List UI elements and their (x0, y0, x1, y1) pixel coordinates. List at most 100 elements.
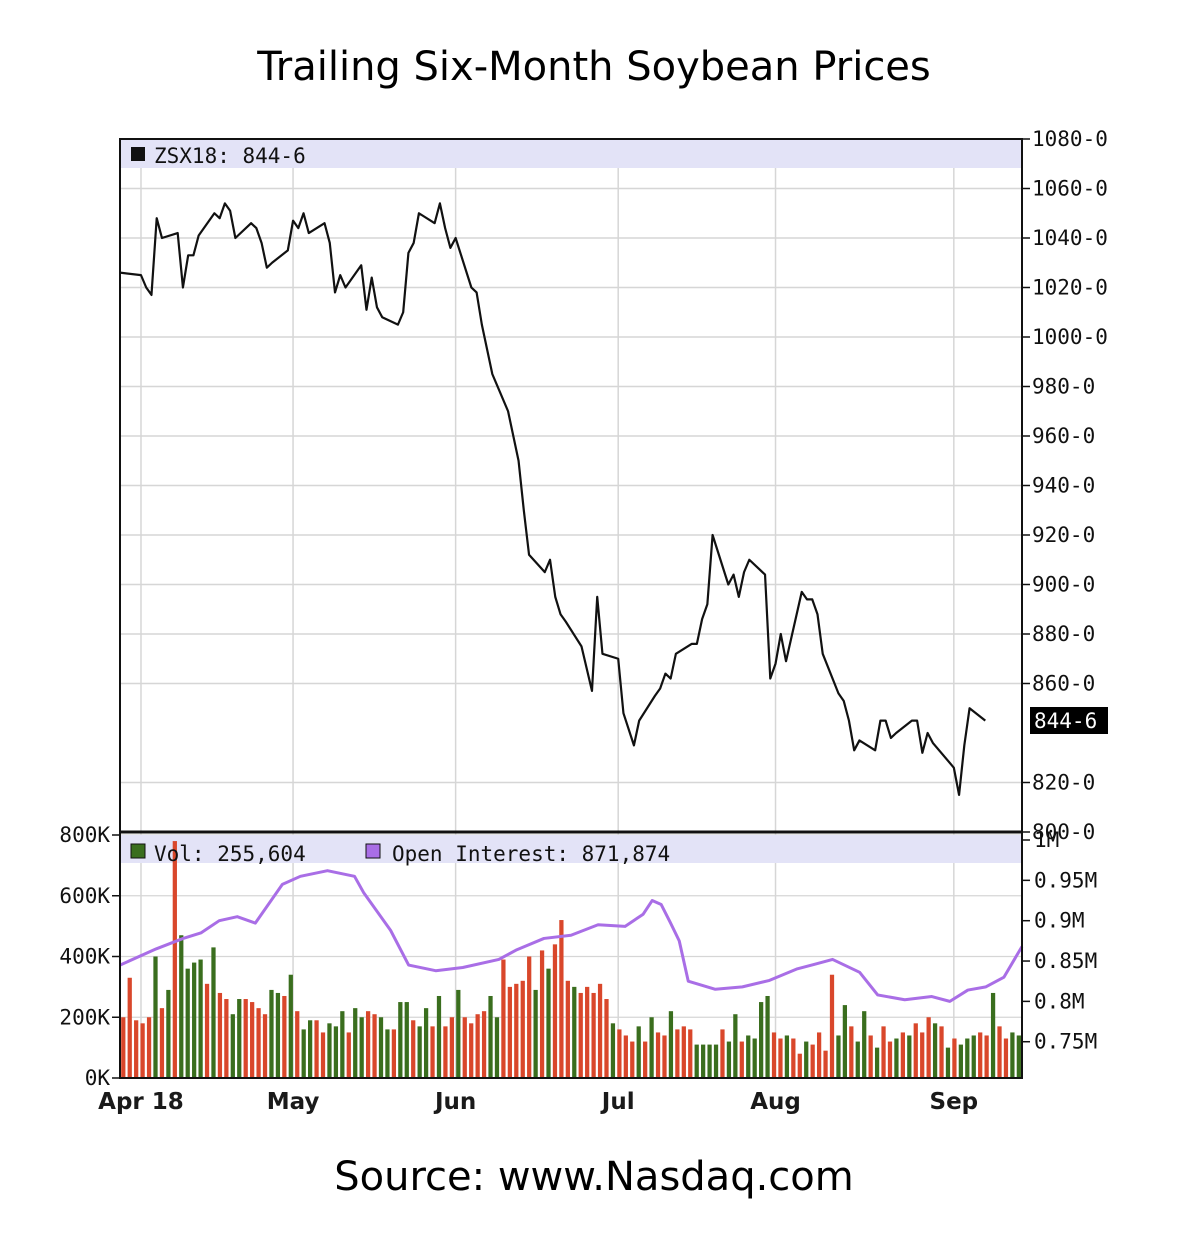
volume-bar (874, 1047, 880, 1078)
plot-frames (119, 138, 1023, 1079)
volume-bar (346, 1032, 351, 1078)
volume-bar (192, 962, 197, 1078)
volume-bar (887, 1041, 893, 1078)
volume-bar (713, 1044, 719, 1078)
volume-bar (1016, 1035, 1021, 1078)
date-tick-label: Jul (600, 1089, 635, 1115)
volume-bar (694, 1044, 699, 1078)
volume-bar (681, 1026, 686, 1078)
volume-bar (849, 1026, 854, 1078)
volume-bar (649, 1017, 654, 1078)
chart-title: Trailing Six-Month Soybean Prices (257, 44, 931, 90)
volume-bar (862, 1011, 867, 1078)
price-tick-label: 1000-0 (1032, 325, 1108, 349)
volume-bar (423, 1008, 429, 1078)
open-interest-legend-swatch (365, 843, 381, 859)
price-legend: ZSX18: 844-6 (131, 144, 306, 168)
volume-bar (198, 959, 203, 1078)
volume-bar (952, 1038, 957, 1078)
volume-bar (585, 986, 590, 1078)
price-legend-band (120, 139, 1022, 168)
volume-bar (217, 992, 223, 1078)
volume-bar (900, 1032, 905, 1078)
volume-bar (701, 1044, 706, 1078)
price-tick-label: 980-0 (1032, 375, 1095, 399)
volume-bar (385, 1029, 390, 1078)
price-tick-label: 1060-0 (1032, 177, 1108, 201)
volume-bar (881, 1026, 886, 1078)
price-tick-label: 820-0 (1032, 771, 1095, 795)
volume-bar (398, 1002, 403, 1078)
volume-bar (746, 1035, 751, 1078)
volume-bar (146, 1017, 152, 1078)
price-tick-label: 800-0 (1032, 820, 1095, 844)
volume-bar (475, 1014, 480, 1078)
volume-bar (784, 1035, 790, 1078)
volume-bar (417, 1026, 422, 1078)
price-legend-label: ZSX18: 844-6 (154, 144, 306, 168)
volume-bar (539, 950, 545, 1078)
volume-bar (1003, 1038, 1009, 1078)
volume-bar (984, 1035, 989, 1078)
volume-bar (965, 1038, 970, 1078)
volume-bar (449, 1017, 454, 1078)
chart-outer-background (22, 112, 1152, 1146)
volume-bar (172, 841, 177, 1078)
volume-bar (797, 1053, 802, 1078)
volume-bar (507, 986, 512, 1078)
volume-bar (224, 999, 229, 1078)
volume-bar (559, 920, 564, 1078)
volume-bar (765, 995, 770, 1078)
volume-bar (295, 1011, 300, 1078)
volume-bar (778, 1038, 783, 1078)
volume-bar (462, 1017, 467, 1078)
volume-bar (597, 983, 603, 1078)
volume-bar (990, 992, 996, 1078)
volume-bar (668, 1011, 674, 1078)
current-price-badge: 844-6 (1030, 707, 1108, 734)
volume-bar (630, 1041, 635, 1078)
volume-axis-ticks: 0K 200K 400K 600K 800K (59, 823, 120, 1090)
volume-bar (546, 968, 551, 1078)
volume-bar (855, 1041, 860, 1078)
volume-bars (121, 841, 1021, 1078)
source-caption: Source: www.Nasdaq.com (334, 1154, 854, 1200)
open-interest-series (119, 869, 1024, 1003)
volume-bar (617, 1029, 622, 1078)
price-axis-ticks: 800-0 820-0 860-0 880-0 900-0 920-0 940-0 960-0… (1022, 127, 1108, 844)
volume-bar (894, 1038, 899, 1078)
volume-bar (739, 1041, 744, 1078)
volume-bar (662, 1035, 667, 1078)
volume-bar (804, 1041, 809, 1078)
volume-bar (726, 1041, 732, 1078)
volume-bar (688, 1029, 693, 1078)
volume-bar (140, 1023, 145, 1078)
volume-bar (159, 1008, 165, 1078)
volume-bar (971, 1035, 976, 1078)
price-tick-label: 1040-0 (1032, 226, 1108, 250)
price-tick-label: 860-0 (1032, 672, 1095, 696)
volume-legend-band (120, 835, 1022, 863)
volume-bar (340, 1011, 345, 1078)
volume-bar (926, 1017, 931, 1078)
volume-bar (211, 947, 216, 1078)
volume-bar (411, 1020, 416, 1078)
volume-bar (552, 944, 558, 1078)
volume-bar (636, 1026, 641, 1078)
price-series (119, 202, 986, 796)
volume-bar (127, 977, 132, 1078)
volume-tick-label: 400K (59, 945, 110, 969)
date-tick-label: Sep (930, 1089, 979, 1115)
volume-bar (353, 1008, 358, 1078)
price-tick-label: 940-0 (1032, 474, 1095, 498)
volume-bar (791, 1038, 796, 1078)
volume-bar (179, 935, 184, 1078)
price-tick-label: 960-0 (1032, 424, 1095, 448)
volume-bar (623, 1035, 628, 1078)
volume-bar (481, 1011, 487, 1078)
volume-bar (320, 1032, 326, 1078)
volume-tick-label: 200K (59, 1005, 110, 1029)
volume-bar (134, 1020, 139, 1078)
open-interest-tick-label: 0.8M (1034, 989, 1085, 1013)
volume-bar (153, 956, 158, 1078)
